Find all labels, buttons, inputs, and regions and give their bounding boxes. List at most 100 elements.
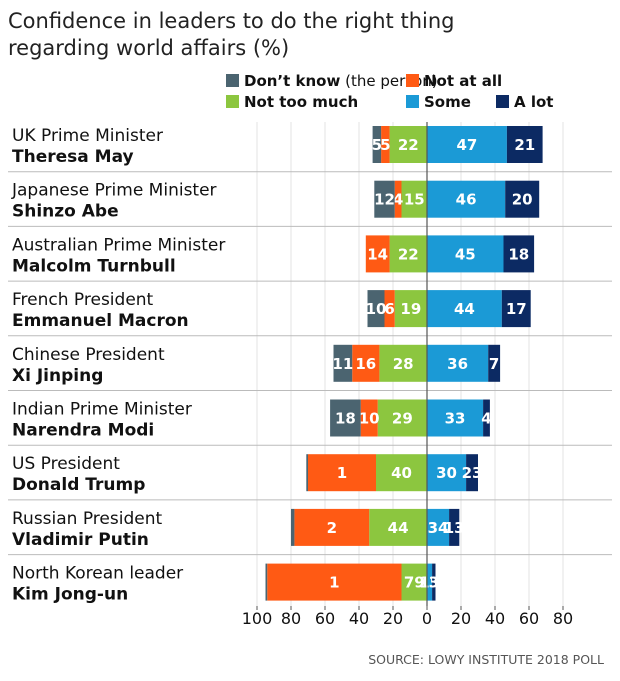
bar-not-at-all [384,290,395,328]
bar-some [427,508,450,546]
legend-swatch-not-too-much [226,95,239,108]
value-label-not-too-much: 40 [391,464,412,482]
value-label-some: 44 [454,300,475,318]
legend-swatch-dont-know [226,74,239,87]
leader-name: Xi Jinping [12,366,103,386]
tick-label: 80 [281,609,301,628]
legend-swatch-a-lot [496,95,509,108]
leader-name: Emmanuel Macron [12,311,189,331]
tick-label: 60 [519,609,539,628]
chart-title-line-2: regarding world affairs (%) [8,36,289,60]
bar-dont-know [333,344,353,382]
value-label-a-lot: 20 [512,191,533,209]
bar-not-at-all [267,563,402,601]
bar-a-lot [488,344,501,382]
bar-not-at-all [365,235,390,273]
bar-a-lot [501,290,531,328]
bar-not-too-much [379,344,427,382]
bar-dont-know [372,126,382,163]
bar-not-too-much [369,508,427,546]
value-label-not-at-all: 2 [327,519,337,537]
bar-dont-know [265,563,268,601]
bar-not-at-all [294,508,370,546]
value-label-dont-know: 18 [335,410,356,428]
tick-label: 80 [553,609,573,628]
value-label-not-too-much: 28 [393,355,414,373]
bar-a-lot [505,180,540,218]
bar-not-too-much [394,290,427,328]
value-label-some: 36 [447,355,468,373]
bar-not-too-much [401,563,427,601]
legend-label-not-too-much: Not too much [244,93,358,111]
bar-a-lot [432,563,436,601]
leader-title: Japanese Prime Minister [11,181,217,201]
leader-title: Indian Prime Minister [12,400,192,420]
leader-title: US President [12,454,120,474]
value-label-dont-know: 12 [374,191,395,209]
value-label-some: 46 [456,191,477,209]
legend-label-some: Some [424,93,471,111]
value-label-dont-know: 5 [372,136,382,154]
value-label-a-lot: 13 [444,519,465,537]
bar-not-at-all [308,454,376,492]
leader-title: UK Prime Minister [12,126,163,146]
bar-not-at-all [352,344,380,382]
bar-not-at-all [360,399,378,437]
bar-not-at-all [381,126,390,163]
bar-a-lot [506,126,543,163]
value-label-a-lot: 17 [506,300,527,318]
legend-label-a-lot: A lot [514,93,553,111]
value-label-a-lot: 23 [462,464,483,482]
value-label-dont-know: 10 [366,300,387,318]
bar-not-too-much [376,454,427,492]
bar-some [427,235,504,273]
leader-title: Chinese President [12,345,165,365]
x-axis-ticks: 100 80 60 40 20 0 20 40 60 80 [242,606,573,628]
value-label-not-at-all: 5 [380,136,390,154]
bar-not-at-all [394,180,402,218]
bar-a-lot [466,454,478,492]
bar-some [427,454,467,492]
bar-dont-know [374,180,395,218]
leader-name: Vladimir Putin [12,530,149,550]
value-label-some: 33 [445,410,466,428]
value-label-some: 34 [428,519,449,537]
value-label-not-at-all: 16 [355,355,376,373]
value-label-not-at-all: 10 [359,410,380,428]
bar-some [427,180,506,218]
tick-label: 100 [242,609,273,628]
value-label-a-lot: 7 [489,355,499,373]
value-label-a-lot: 18 [508,245,529,263]
leader-name: Narendra Modi [12,421,154,441]
value-label-not-at-all: 4 [393,191,403,209]
chart-title-line-1: Confidence in leaders to do the right th… [8,9,454,33]
legend-swatch-some [406,95,419,108]
source-note: SOURCE: LOWY INSTITUTE 2018 POLL [368,652,604,667]
value-label-not-too-much: 15 [404,191,425,209]
leader-name: Malcolm Turnbull [12,256,176,276]
bar-some [427,344,489,382]
leader-title: Russian President [12,509,162,529]
leader-name: Theresa May [12,147,134,167]
bar-not-too-much [389,126,427,163]
value-label-dont-know: 11 [332,355,353,373]
bar-not-too-much [389,235,427,273]
tick-label: 40 [485,609,505,628]
leader-title: French President [12,290,154,310]
bar-not-too-much [401,180,427,218]
tick-label: 20 [383,609,403,628]
value-label-a-lot: 21 [514,136,535,154]
legend-swatch-not-at-all [406,74,419,87]
value-label-a-lot: 4 [481,410,491,428]
legend-label-not-at-all: Not at all [424,72,502,90]
